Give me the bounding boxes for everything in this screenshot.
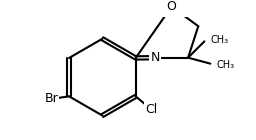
Text: N: N <box>150 51 160 64</box>
Text: CH₃: CH₃ <box>217 60 235 70</box>
Text: Cl: Cl <box>145 103 157 116</box>
Text: CH₃: CH₃ <box>211 35 229 45</box>
Text: Br: Br <box>44 92 58 105</box>
Text: O: O <box>167 0 176 13</box>
